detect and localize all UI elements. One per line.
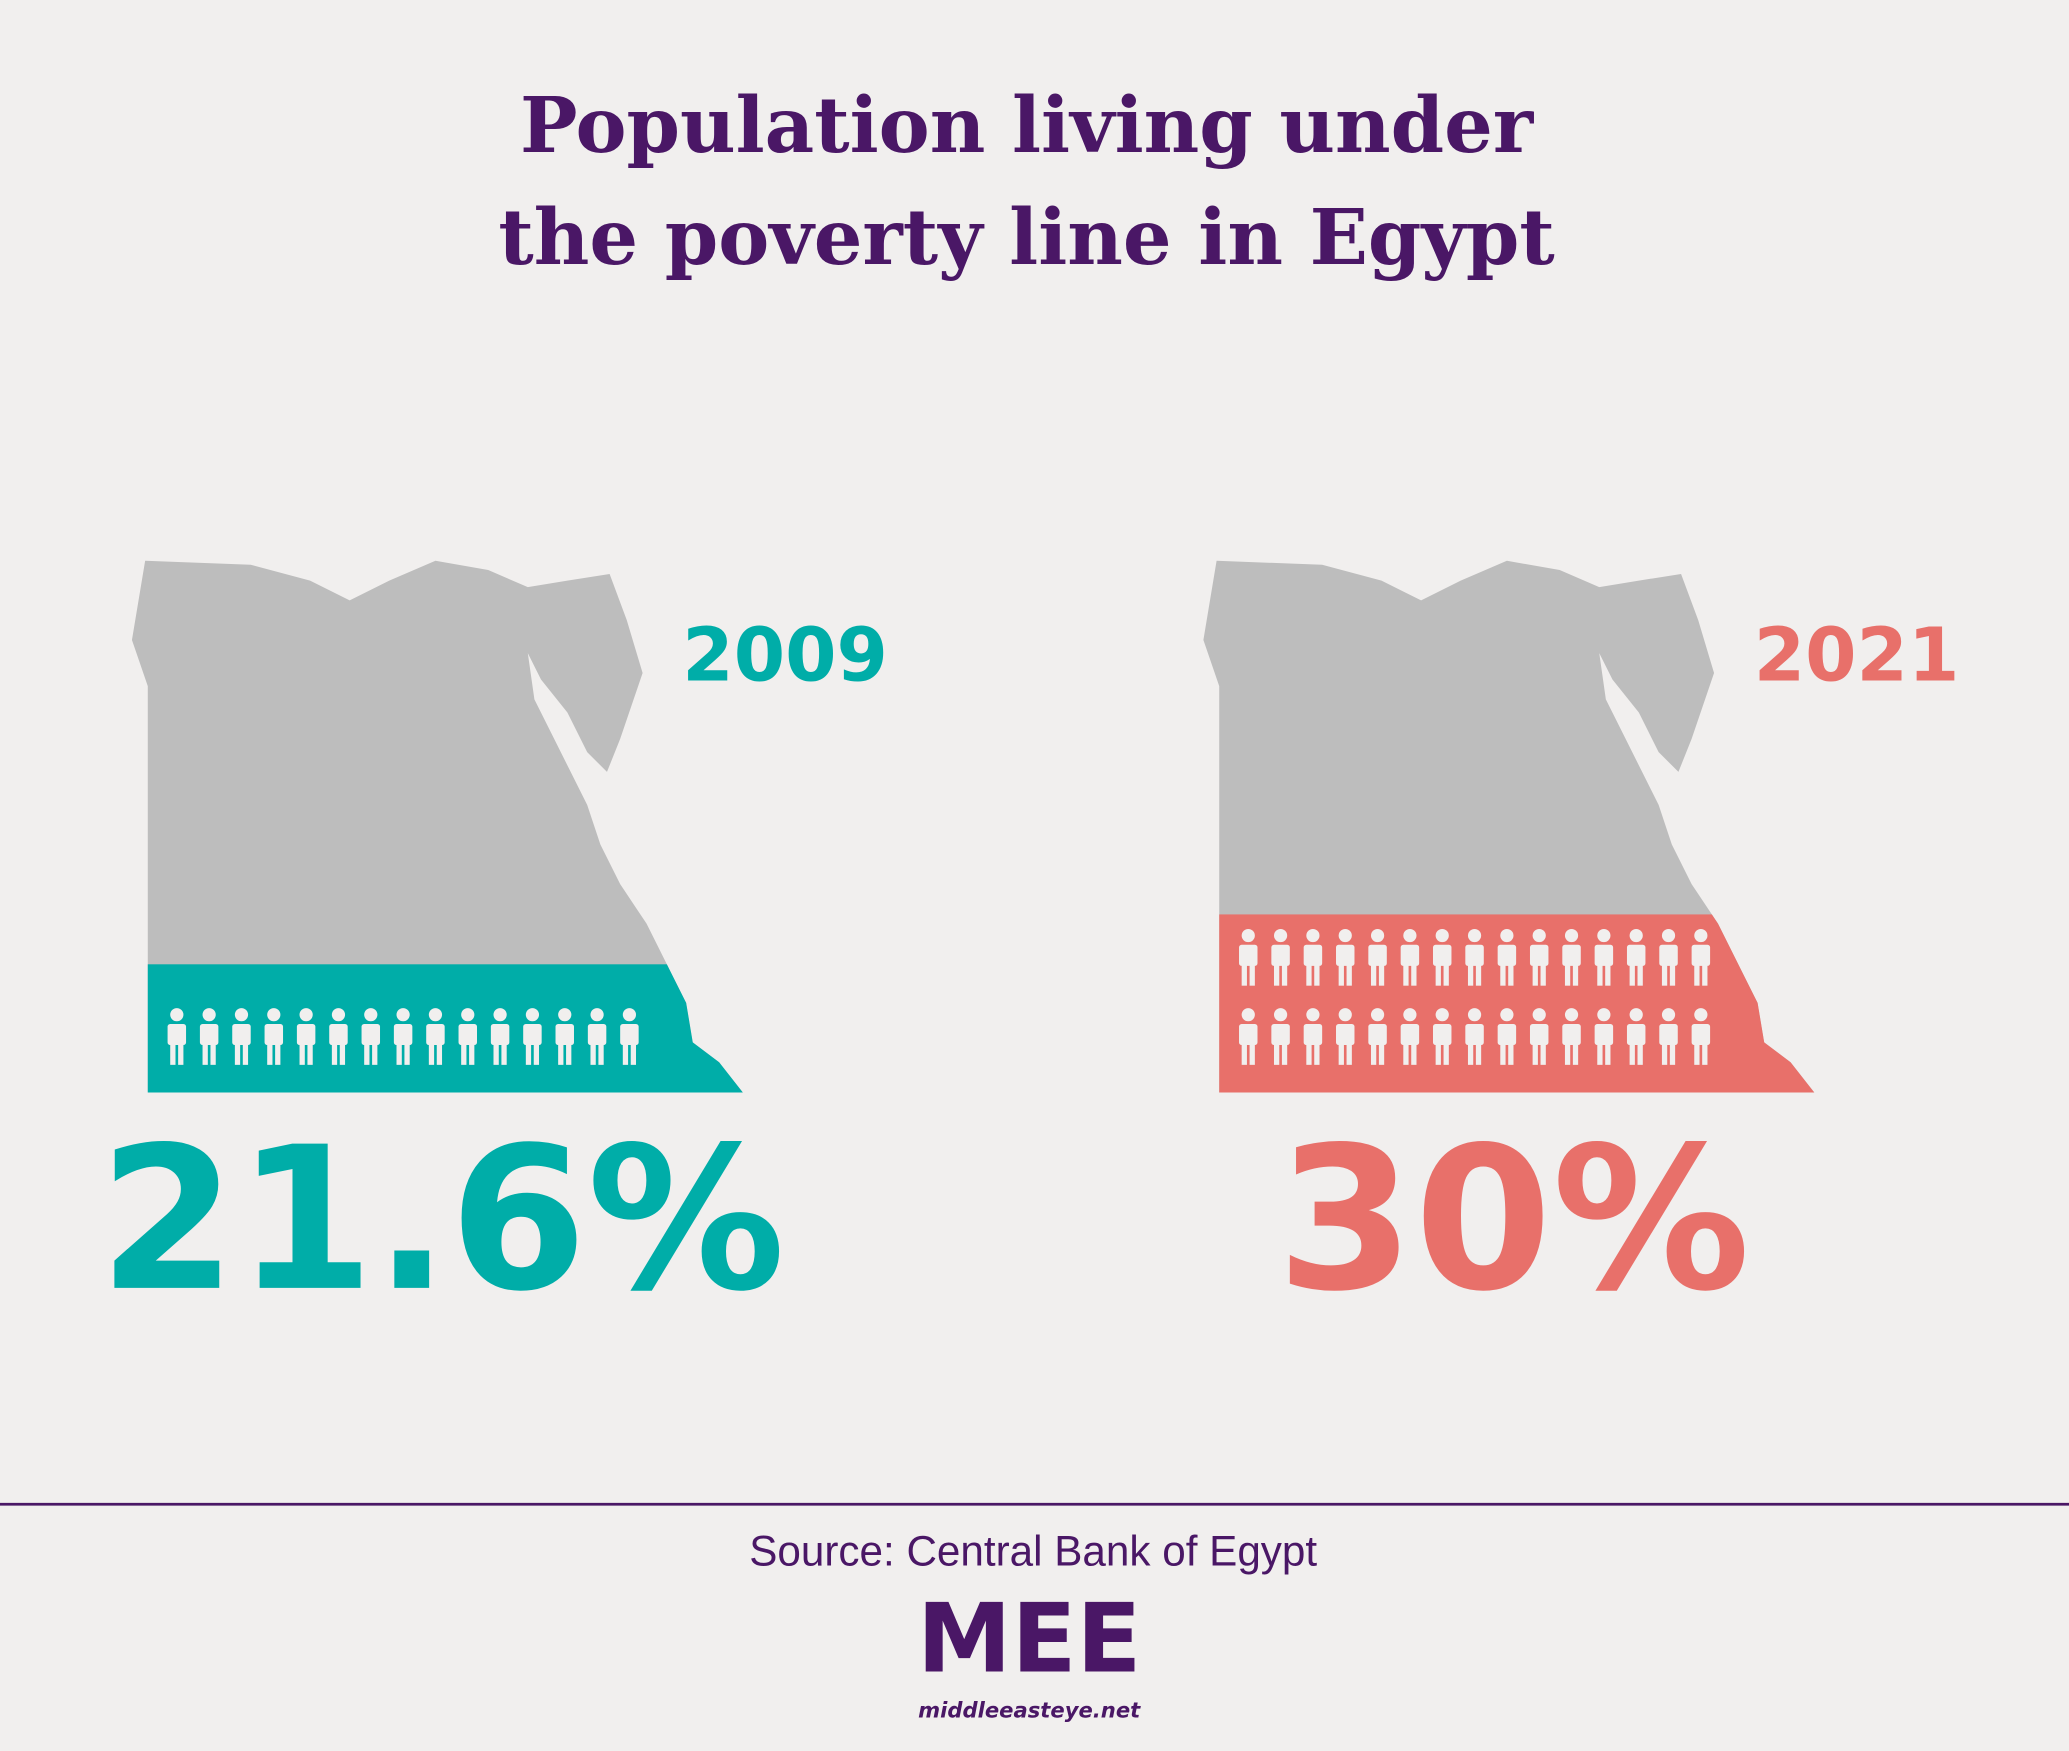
- person-icon: [1271, 928, 1290, 986]
- map-fill-group: [1203, 914, 1815, 1093]
- person-icon: [1239, 1008, 1258, 1065]
- person-icon: [458, 1008, 478, 1065]
- panel: 2009 21.6%: [99, 560, 888, 1335]
- person-icon: [490, 1008, 510, 1065]
- person-icon: [1368, 1008, 1387, 1065]
- person-icon: [1303, 928, 1323, 986]
- person-icon: [1400, 1008, 1420, 1065]
- person-icon: [167, 1008, 187, 1065]
- person-icon: [1497, 1008, 1517, 1065]
- logo: MEE: [917, 1584, 1141, 1694]
- person-icon: [1497, 928, 1517, 986]
- person-icon: [620, 1008, 639, 1065]
- title-line: the poverty line in Egypt: [498, 193, 1554, 283]
- person-icon: [1594, 928, 1614, 986]
- person-icon: [1626, 928, 1646, 986]
- person-icon: [555, 1008, 574, 1065]
- person-icon: [1432, 928, 1452, 986]
- value-label: 21.6%: [99, 1104, 786, 1335]
- panel: 2021 30%: [1203, 560, 1960, 1335]
- person-icon: [587, 1008, 607, 1065]
- person-icon: [1400, 928, 1420, 986]
- title-line: Population living under: [520, 81, 1535, 171]
- person-icon: [523, 1008, 542, 1065]
- person-icon: [1562, 1008, 1581, 1065]
- person-icon: [296, 1008, 316, 1065]
- person-icon: [1529, 1008, 1549, 1065]
- person-icon: [1303, 1008, 1323, 1065]
- person-icon: [1659, 928, 1678, 986]
- person-icon: [199, 1008, 219, 1065]
- value-label: 30%: [1277, 1104, 1751, 1335]
- site: middleeasteye.net: [918, 1697, 1141, 1722]
- person-icon: [1691, 928, 1711, 986]
- person-icon: [1368, 928, 1387, 986]
- person-icon: [264, 1008, 284, 1065]
- person-icon: [1594, 1008, 1614, 1065]
- map: [131, 560, 743, 1093]
- person-icon: [1626, 1008, 1646, 1065]
- person-icon: [1432, 1008, 1452, 1065]
- person-icon: [1465, 1008, 1484, 1065]
- person-icon: [1465, 928, 1484, 986]
- person-icon: [1529, 928, 1549, 986]
- person-icon: [1659, 1008, 1678, 1065]
- person-icon: [232, 1008, 251, 1065]
- person-icon: [329, 1008, 348, 1065]
- year-label: 2021: [1754, 612, 1960, 698]
- person-icon: [1336, 928, 1355, 986]
- person-icon: [393, 1008, 413, 1065]
- source: Source: Central Bank of Egypt: [749, 1528, 1317, 1575]
- person-icon: [361, 1008, 381, 1065]
- map-fill-group: [131, 964, 743, 1093]
- person-icon: [1239, 928, 1258, 986]
- person-icon: [1562, 928, 1581, 986]
- person-icon: [1271, 1008, 1290, 1065]
- person-icon: [426, 1008, 445, 1065]
- person-icon: [1336, 1008, 1355, 1065]
- person-icon: [1691, 1008, 1711, 1065]
- year-label: 2009: [682, 612, 888, 698]
